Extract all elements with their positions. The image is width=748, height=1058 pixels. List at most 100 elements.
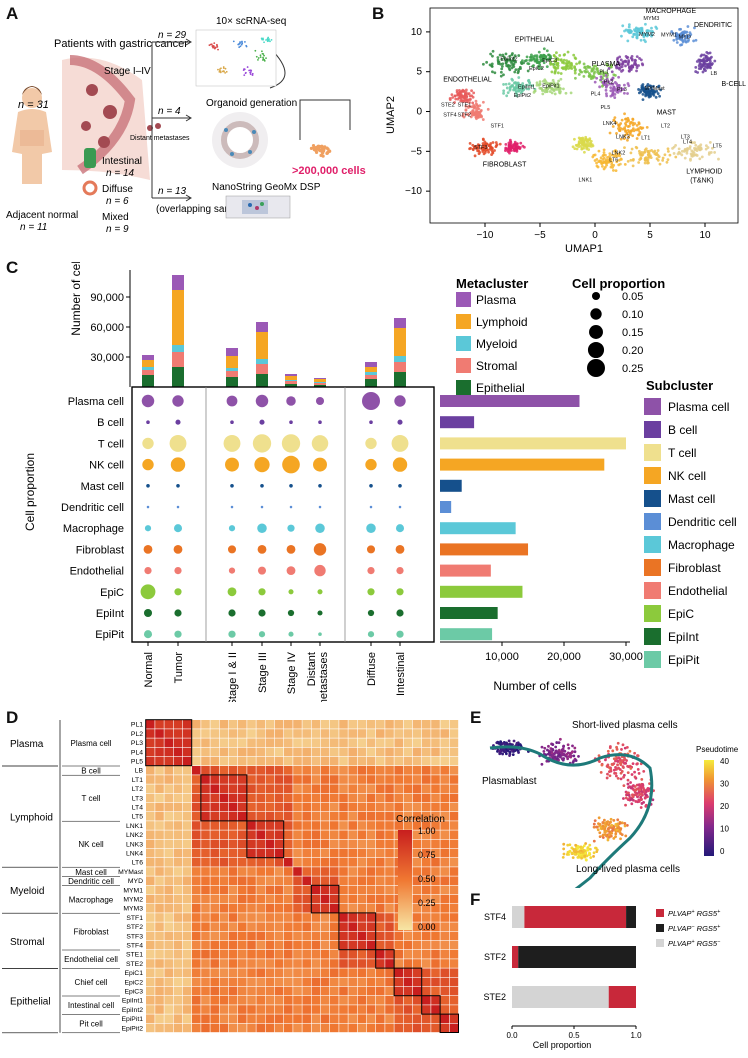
- umap-point: [508, 85, 512, 89]
- umap-point: [680, 149, 684, 153]
- heatmap-cell: [449, 830, 459, 839]
- heatmap-cell: [320, 756, 330, 766]
- umap-point: [564, 67, 568, 70]
- pseudotime-point: [635, 762, 639, 766]
- pseudotime-point: [596, 828, 600, 832]
- umap-point: [550, 70, 554, 74]
- umap-point: [566, 50, 570, 54]
- condition-label: Distant: [306, 652, 318, 686]
- heatmap-cell: [219, 986, 229, 996]
- umap-point: [493, 149, 496, 152]
- heatmap-cell: [403, 959, 413, 968]
- heatmap-cells: [145, 719, 460, 1034]
- mini-umap-point: [255, 55, 258, 58]
- heatmap-cell: [348, 931, 357, 941]
- umap-point: [706, 66, 709, 70]
- heatmap-cell: [376, 959, 385, 968]
- heatmap-cell: [210, 922, 219, 931]
- mini-umap-point: [216, 45, 219, 48]
- heatmap-cell: [192, 894, 201, 904]
- umap-point: [615, 58, 619, 61]
- umap-point: [635, 66, 639, 70]
- pseudotime-point: [598, 831, 602, 835]
- cell-type-label: Dendritic cell: [61, 502, 124, 514]
- heatmap-cell: [403, 720, 413, 729]
- pseudotime-point: [615, 747, 619, 751]
- stack-bar-segment: [314, 378, 326, 379]
- pseudotime-point: [642, 800, 645, 804]
- heatmap-cell: [182, 729, 192, 738]
- heatmap-cell: [376, 913, 385, 922]
- pseudotime-point: [607, 826, 611, 830]
- heatmap-cell: [182, 931, 192, 941]
- heatmap-cell: [422, 729, 431, 738]
- heatmap-cell: [164, 931, 173, 941]
- f-legend-swatch: [656, 939, 664, 947]
- heatmap-cell: [440, 959, 449, 968]
- proportion-dot: [367, 588, 375, 596]
- heatmap-cell: [293, 1023, 302, 1033]
- heatmap-cell: [320, 913, 330, 922]
- heatmap-cell: [320, 931, 330, 941]
- heatmap-cell: [265, 766, 275, 775]
- proportion-dot: [314, 564, 326, 577]
- heatmap-cell: [403, 996, 413, 1005]
- heatmap-cell: [182, 959, 192, 968]
- umap-group-label: PLASMA: [592, 61, 621, 68]
- cells-count: >200,000 cells: [292, 165, 366, 177]
- heatmap-cell: [394, 931, 403, 941]
- mixed-label: Mixed: [102, 212, 129, 223]
- heatmap-cell: [265, 885, 275, 895]
- heatmap-cell: [164, 756, 173, 766]
- proportion-dot: [392, 457, 408, 472]
- heatmap-cell: [385, 894, 394, 904]
- heatmap-cell: [431, 812, 440, 821]
- umap-point: [586, 138, 589, 142]
- umap-point: [478, 104, 482, 108]
- heatmap-cell: [164, 876, 173, 885]
- pseudotime-tick-label: 0: [720, 847, 725, 856]
- heatmap-cell: [265, 738, 275, 747]
- heatmap-cell: [320, 950, 330, 959]
- heatmap-cell: [256, 977, 265, 987]
- long-lived-label: Long-lived plasma cells: [576, 864, 680, 875]
- mini-umap-point: [259, 56, 262, 59]
- mini-umap-point: [243, 68, 246, 71]
- heatmap-cell: [412, 1005, 422, 1014]
- heatmap-cell: [201, 885, 210, 895]
- umap-point: [645, 158, 648, 162]
- umap-point: [573, 71, 577, 75]
- hbar-bar: [440, 416, 475, 429]
- heatmap-cell: [440, 793, 449, 803]
- pseudotime-point: [631, 762, 635, 766]
- umap-group-label: MAST: [657, 110, 677, 117]
- umap-point: [562, 87, 565, 91]
- heatmap-cell: [412, 802, 422, 812]
- umap-point: [588, 74, 592, 77]
- heatmap-cell: [182, 720, 192, 729]
- pseudotime-point: [568, 843, 572, 847]
- heatmap-cell: [422, 950, 431, 959]
- patients-title: Patients with gastric cancer: [54, 38, 188, 50]
- heatmap-cell: [348, 922, 357, 931]
- heatmap-cell: [449, 747, 459, 757]
- umap-point: [630, 64, 634, 68]
- heatmap-cell: [201, 867, 210, 876]
- heatmap-cell: [376, 793, 385, 803]
- heatmap-cell: [173, 950, 183, 959]
- heatmap-cell: [403, 931, 413, 941]
- heatmap-row-label: LB: [135, 768, 144, 775]
- subcluster-label: Fibroblast: [668, 561, 721, 575]
- heatmap-cell: [376, 729, 385, 738]
- heatmap-cell: [440, 766, 449, 775]
- umap-point: [610, 78, 613, 82]
- mini-umap-point: [241, 40, 243, 43]
- heatmap-cell: [247, 867, 256, 876]
- heatmap-cell: [449, 858, 459, 867]
- heatmap-cell: [357, 738, 367, 747]
- heatmap-cell: [320, 720, 330, 729]
- heatmap-cell: [320, 775, 330, 784]
- mini-umap-point: [263, 54, 265, 57]
- pseudotime-point: [608, 770, 611, 774]
- stack-bar-segment: [314, 385, 326, 387]
